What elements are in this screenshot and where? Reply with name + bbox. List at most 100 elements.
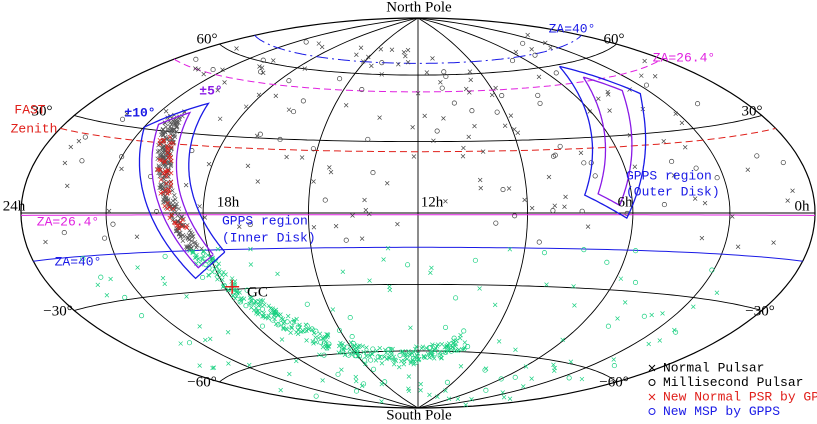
pulsar-marker — [193, 56, 199, 62]
pulsar-marker — [673, 111, 678, 116]
pulsar-marker — [260, 314, 265, 319]
pulsar-marker — [552, 203, 558, 209]
pulsar-marker — [537, 100, 543, 106]
legend-label: Normal Pulsar — [663, 360, 764, 375]
pulsar-marker — [462, 340, 468, 345]
pulsar-marker — [202, 215, 208, 220]
pulsar-marker — [260, 57, 266, 63]
pulsar-marker — [745, 167, 751, 173]
pulsar-marker — [581, 247, 587, 253]
pulsar-marker — [299, 155, 305, 160]
pulsar-marker — [460, 154, 466, 159]
pulsar-marker — [266, 313, 271, 319]
pulsar-marker — [699, 235, 705, 241]
pulsar-marker — [596, 96, 601, 101]
grid-line — [21, 214, 815, 216]
pulsar-marker — [169, 127, 175, 132]
dec-label: −60° — [187, 374, 216, 390]
pulsar-marker — [183, 182, 189, 188]
pulsar-marker — [207, 336, 213, 342]
pulsar-marker — [300, 98, 306, 104]
pulsar-marker — [161, 171, 166, 176]
pulsar-marker — [563, 194, 568, 200]
pulsar-marker — [661, 202, 667, 208]
dec-label: −60° — [599, 374, 628, 390]
south-pole: South Pole — [386, 407, 452, 423]
pulsar-marker — [261, 311, 267, 316]
pulsar-marker — [391, 361, 397, 367]
pulsar-marker — [232, 279, 238, 284]
pulsar-marker — [271, 58, 276, 63]
pulsar-marker — [416, 356, 422, 362]
pulsar-marker — [730, 214, 735, 219]
pulsar-marker — [657, 338, 663, 343]
pulsar-marker — [82, 134, 88, 140]
pulsar-marker — [191, 250, 196, 255]
pulsar-marker — [178, 341, 183, 346]
pulsar-marker — [550, 153, 557, 159]
pulsar-marker — [326, 343, 331, 349]
pulsar-marker — [375, 354, 381, 360]
pulsar-marker — [632, 164, 638, 170]
pulsar-marker — [168, 163, 174, 169]
pulsar-marker — [643, 82, 650, 88]
pulsar-marker — [169, 212, 174, 218]
pulsar-marker — [324, 345, 330, 351]
pulsar-marker — [161, 145, 166, 151]
pulsar-marker — [337, 76, 343, 82]
pulsar-marker — [104, 293, 110, 298]
pulsar-marker — [291, 109, 297, 115]
pulsar-marker — [536, 239, 542, 245]
pulsar-marker — [646, 341, 651, 347]
pulsar-marker — [210, 67, 216, 73]
za40-label: ZA=40° — [549, 21, 596, 36]
pulsar-marker — [428, 270, 433, 276]
pulsar-marker — [446, 348, 451, 353]
ra-label: 0h — [795, 198, 811, 214]
pulsar-marker — [536, 74, 542, 80]
ra-label: 24h — [3, 198, 26, 214]
pulsar-marker — [430, 56, 435, 61]
ra-label: 6h — [618, 194, 634, 210]
pulsar-marker — [313, 335, 318, 340]
lat5-label: ±5° — [199, 83, 222, 98]
pulsar-marker — [215, 246, 221, 252]
pulsar-marker — [458, 363, 464, 369]
pulsar-marker — [196, 256, 201, 262]
pulsar-marker — [395, 221, 400, 227]
pulsar-marker — [238, 299, 244, 304]
pulsar-marker — [279, 337, 285, 342]
pulsar-marker — [322, 197, 328, 203]
pulsar-marker — [304, 338, 309, 343]
pulsar-marker — [248, 246, 253, 252]
pulsar-marker — [370, 170, 376, 176]
pulsar-marker — [179, 215, 184, 220]
pulsar-marker — [181, 234, 187, 239]
pulsar-marker — [167, 134, 173, 140]
grid-line — [74, 283, 762, 311]
pulsar-marker — [604, 259, 610, 265]
pulsar-marker — [632, 279, 639, 286]
pulsar-marker — [343, 237, 349, 243]
pulsar-marker — [365, 350, 371, 356]
pulsar-marker — [171, 119, 177, 124]
pulsar-marker — [405, 59, 411, 65]
pulsar-marker — [258, 69, 264, 75]
pulsar-marker — [166, 204, 172, 210]
grid-line — [219, 350, 617, 383]
pulsar-marker — [568, 359, 574, 365]
ra-label: 18h — [217, 194, 240, 210]
pulsar-marker — [222, 80, 227, 85]
pulsar-marker — [262, 302, 267, 307]
pulsar-marker — [165, 146, 170, 151]
pulsar-marker — [522, 197, 527, 203]
pulsar-marker — [174, 122, 179, 128]
pulsar-marker — [735, 244, 741, 250]
pulsar-marker — [427, 392, 432, 398]
pulsar-marker — [498, 376, 504, 382]
labels: North Pole South Pole 60° 60° 30° 30° −3… — [3, 0, 810, 423]
pulsar-marker — [161, 137, 167, 143]
pulsar-marker — [463, 86, 469, 92]
pulsar-marker — [168, 184, 174, 189]
gpps-boundary — [151, 111, 214, 269]
